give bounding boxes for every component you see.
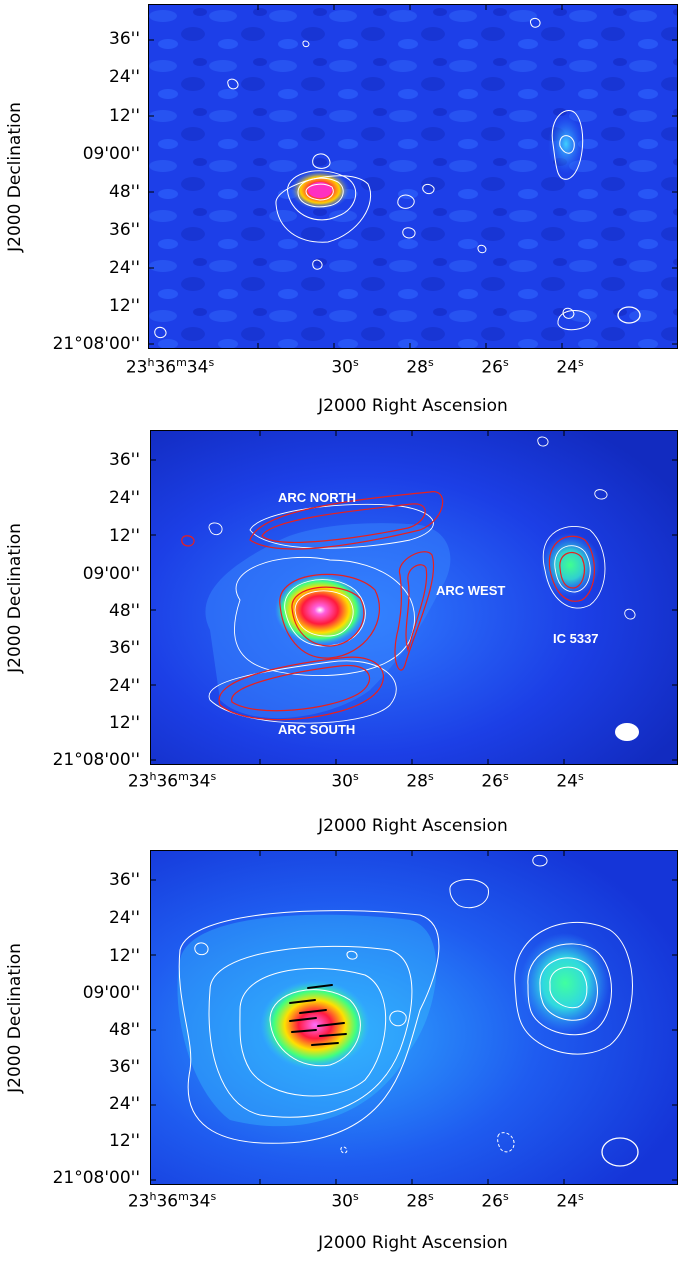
dec-tick: 36'' (109, 870, 140, 890)
dec-tick: 12'' (109, 713, 140, 733)
dec-tick: 24'' (109, 67, 140, 87)
dec-tick: 24'' (109, 1094, 140, 1114)
radio-map-bottom (150, 850, 678, 1185)
dec-tick: 24'' (109, 488, 140, 508)
ra-tick: 23h36m34s (127, 1190, 217, 1212)
dec-tick: 12'' (109, 296, 140, 316)
radio-map-top (148, 4, 678, 349)
dec-tick: 09'00'' (82, 983, 140, 1003)
dec-tick: 48'' (109, 182, 140, 202)
dec-tick: 12'' (109, 106, 140, 126)
label-arc-south: ARC SOUTH (278, 722, 355, 737)
x-axis-label: J2000 Right Ascension (318, 816, 508, 836)
ra-tick: 23h36m34s (125, 356, 215, 378)
ra-tick: 28s (406, 770, 434, 792)
dec-tick: 09'00'' (82, 564, 140, 584)
ra-tick: 26s (481, 770, 509, 792)
ra-tick: 30s (331, 770, 359, 792)
ra-tick: 26s (481, 1190, 509, 1212)
y-axis-label: J2000 Declination (5, 522, 25, 673)
dec-tick: 36'' (109, 220, 140, 240)
dec-tick: 21°08'00'' (52, 334, 140, 354)
label-ic5337: IC 5337 (553, 631, 599, 646)
dec-tick: 24'' (109, 258, 140, 278)
dec-tick: 12'' (109, 946, 140, 966)
dec-tick: 36'' (109, 1057, 140, 1077)
dec-tick: 36'' (109, 29, 140, 49)
ra-tick: 23h36m34s (127, 770, 217, 792)
dec-tick: 36'' (109, 638, 140, 658)
ra-tick: 28s (406, 1190, 434, 1212)
dec-tick: 21°08'00'' (52, 750, 140, 770)
panel-middle: J2000 Declination 36'' 24'' 12'' 09'00''… (0, 428, 680, 848)
dec-tick: 12'' (109, 1131, 140, 1151)
y-axis-label: J2000 Declination (5, 942, 25, 1093)
radio-map-middle: ARC NORTH ARC WEST IC 5337 ARC SOUTH (150, 430, 678, 765)
dec-tick: 24'' (109, 676, 140, 696)
dec-tick: 21°08'00'' (52, 1168, 140, 1188)
ra-tick: 30s (331, 356, 359, 378)
x-axis-label: J2000 Right Ascension (318, 1233, 508, 1253)
dec-tick: 36'' (109, 450, 140, 470)
ra-tick: 24s (556, 1190, 584, 1212)
panel-bottom: J2000 Declination 36'' 24'' 12'' 09'00''… (0, 848, 680, 1261)
panel-top: J2000 Declination 36'' 24'' 12'' 09'00''… (0, 0, 680, 420)
x-axis-label: J2000 Right Ascension (318, 396, 508, 416)
label-arc-north: ARC NORTH (278, 490, 356, 505)
dec-tick: 48'' (109, 1020, 140, 1040)
label-arc-west: ARC WEST (436, 583, 505, 598)
ra-tick: 26s (481, 356, 509, 378)
ra-tick: 24s (556, 356, 584, 378)
dec-tick: 24'' (109, 908, 140, 928)
ra-tick: 30s (331, 1190, 359, 1212)
ra-tick: 24s (556, 770, 584, 792)
dec-tick: 09'00'' (82, 144, 140, 164)
y-axis-label: J2000 Declination (5, 101, 25, 252)
dec-tick: 12'' (109, 526, 140, 546)
dec-tick: 48'' (109, 601, 140, 621)
ra-tick: 28s (406, 356, 434, 378)
